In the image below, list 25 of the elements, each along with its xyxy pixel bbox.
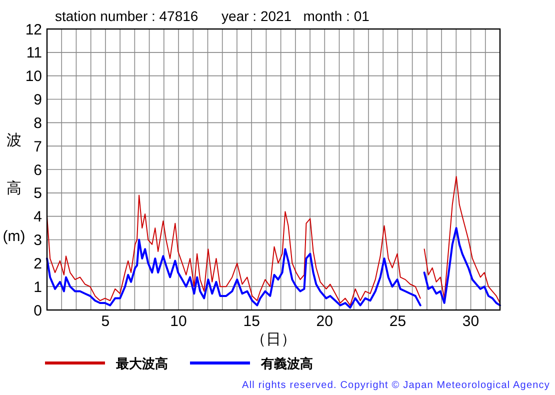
- y-tick-label: 0: [34, 302, 42, 320]
- y-tick-label: 12: [25, 21, 42, 38]
- y-tick-label: 2: [34, 255, 42, 272]
- x-tick-label: 5: [101, 313, 110, 330]
- y-tick-label: 8: [34, 114, 42, 132]
- legend-label: 最大波高: [115, 356, 168, 371]
- y-tick-label: 10: [25, 68, 42, 86]
- chart-title: station number : 47816 year : 2021 month : 01: [55, 8, 370, 24]
- y-tick-label: 4: [34, 208, 42, 226]
- text: All rights reserved. Copyright © Japan Meteorological Agency: [242, 380, 550, 391]
- y-tick-label: 9: [34, 92, 42, 108]
- x-axis-title: （日）: [251, 331, 296, 348]
- x-tick-label: 25: [389, 313, 406, 330]
- y-tick-label: 7: [34, 138, 42, 156]
- x-tick-label: 30: [462, 313, 480, 330]
- x-tick-label: 20: [316, 313, 333, 330]
- x-tick-label: 10: [170, 313, 187, 330]
- legend-label: 有義波高: [260, 356, 313, 371]
- y-tick-label: 1: [34, 278, 42, 296]
- y-tick-label: 3: [34, 232, 42, 249]
- y-tick-label: 6: [34, 162, 42, 179]
- y-tick-label: 5: [34, 185, 42, 202]
- x-tick-label: 15: [243, 313, 260, 330]
- text: 波高(m): [2, 132, 26, 245]
- y-tick-label: 11: [26, 44, 42, 62]
